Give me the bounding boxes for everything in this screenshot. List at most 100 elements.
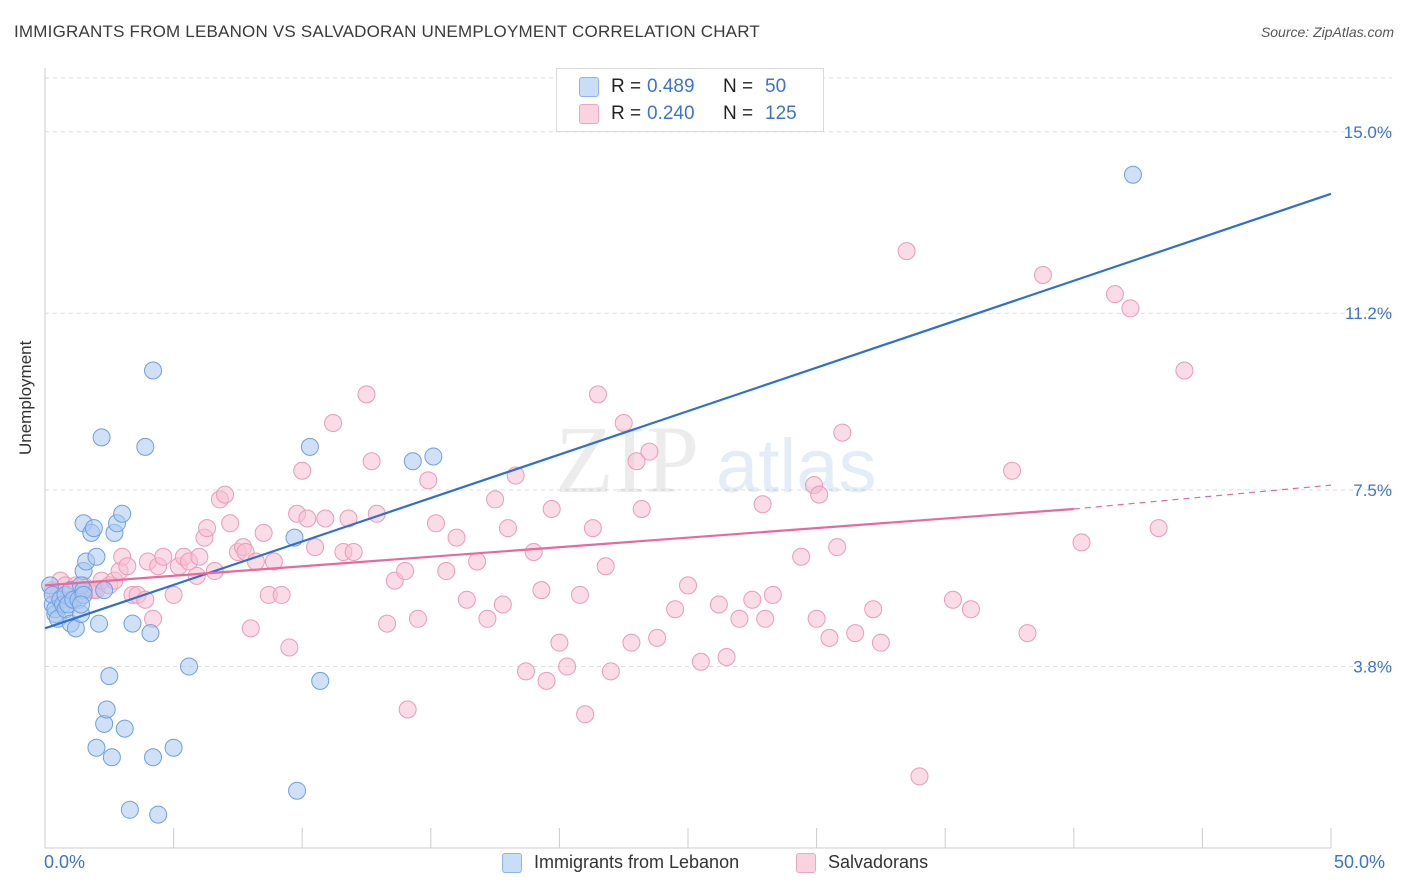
salvadoran-point (298, 509, 317, 528)
salvadoran-point (426, 514, 445, 533)
salvadoran-point (344, 542, 363, 561)
salvadorans-points (43, 242, 1194, 786)
salvadoran-point (1121, 299, 1140, 318)
lebanon-point (72, 595, 91, 614)
salvadoran-point (627, 452, 646, 471)
legend-r-value: 0.489 (647, 76, 695, 97)
salvadoran-point (583, 519, 602, 538)
legend-r-label: R = (611, 76, 642, 97)
trend-lines (44, 192, 1332, 630)
lebanon-point (123, 614, 142, 633)
salvadoran-point (316, 509, 335, 528)
salvadoran-point (478, 609, 497, 628)
salvadoran-point (828, 538, 847, 557)
salvadoran-point (1149, 519, 1168, 538)
salvadoran-point (743, 590, 762, 609)
lebanon-point (311, 671, 330, 690)
salvadoran-point (241, 619, 260, 638)
salvadoran-point (254, 523, 273, 542)
salvadoran-trend-extension (1073, 484, 1332, 510)
chart-title: IMMIGRANTS FROM LEBANON VS SALVADORAN UN… (14, 22, 760, 41)
correlation-legend: R = 0.489 N = 50 R = 0.240 N = 125 (556, 68, 824, 132)
lebanon-point (144, 361, 163, 380)
salvadoran-point (550, 633, 569, 652)
salvadoran-point (437, 562, 456, 581)
salvadoran-point (753, 495, 772, 514)
lebanon-point (180, 657, 199, 676)
salvadoran-point (378, 614, 397, 633)
lebanon-point (403, 452, 422, 471)
salvadoran-point (622, 633, 641, 652)
watermark: ZIP atlas (555, 406, 877, 513)
legend-swatch-lebanon (579, 77, 599, 97)
x-tick-min: 0.0% (44, 852, 86, 872)
salvadoran-point (164, 585, 183, 604)
lebanon-point (120, 800, 139, 819)
salvadoran-point (357, 385, 376, 404)
salvadoran-point (897, 242, 916, 261)
lebanon-point (1123, 165, 1142, 184)
lebanon-point (164, 738, 183, 757)
salvadoran-point (691, 652, 710, 671)
salvadoran-point (532, 581, 551, 600)
salvadoran-point (1018, 624, 1037, 643)
salvadoran-point (756, 609, 775, 628)
salvadoran-point (362, 452, 381, 471)
salvadoran-point (763, 585, 782, 604)
salvadoran-point (864, 600, 883, 619)
salvadoran-point (293, 461, 312, 480)
series-swatch-lebanon (502, 852, 522, 873)
lebanon-point (300, 437, 319, 456)
lebanon-trend-line (44, 192, 1332, 630)
salvadoran-point (1033, 266, 1052, 284)
salvadoran-point (961, 600, 980, 619)
salvadoran-point (614, 414, 633, 433)
salvadoran-trend-line (44, 507, 1074, 587)
y-tick-label: 3.8% (1353, 658, 1392, 677)
legend-n-value: 50 (765, 76, 787, 97)
legend-r-value: 0.240 (647, 103, 695, 124)
lebanon-point (100, 667, 119, 686)
lebanon-point (92, 428, 111, 447)
salvadoran-point (1072, 533, 1091, 552)
lebanon-point (424, 447, 443, 466)
legend-row-lebanon: R = 0.489 N = 50 (579, 75, 786, 99)
salvadoran-point (943, 590, 962, 609)
salvadoran-point (524, 542, 543, 561)
lebanon-point (144, 748, 163, 767)
salvadoran-point (396, 562, 415, 581)
legend-swatch-salvadorans (579, 104, 599, 124)
y-tick-labels: 3.8% 7.5% 11.2% 15.0% (1344, 123, 1392, 677)
salvadoran-point (468, 552, 487, 571)
lebanon-point (141, 624, 160, 643)
salvadoran-point (588, 385, 607, 404)
salvadoran-point (447, 528, 466, 547)
watermark-atlas: atlas (716, 424, 877, 509)
salvadoran-point (118, 557, 137, 576)
lebanon-point (84, 519, 103, 538)
salvadoran-point (709, 595, 728, 614)
salvadoran-point (1003, 461, 1022, 480)
salvadoran-point (910, 767, 929, 786)
lebanon-point (288, 781, 307, 800)
lebanon-point (95, 581, 114, 600)
salvadoran-point (1105, 285, 1124, 304)
salvadoran-point (306, 538, 325, 557)
legend-r-label: R = (611, 103, 642, 124)
salvadoran-point (679, 576, 697, 595)
legend-n-label: N = (723, 103, 754, 124)
y-tick-label: 7.5% (1353, 481, 1392, 500)
salvadoran-point (516, 662, 535, 681)
salvadoran-point (154, 547, 173, 566)
salvadoran-point (648, 628, 667, 647)
lebanon-point (136, 437, 155, 456)
salvadoran-point (272, 585, 291, 604)
salvadoran-point (457, 590, 476, 609)
salvadoran-point (576, 705, 595, 724)
axes (44, 68, 1332, 849)
salvadoran-point (339, 509, 358, 528)
salvadoran-point (324, 414, 343, 433)
salvadoran-point (542, 499, 561, 518)
salvadoran-point (846, 624, 865, 643)
legend-row-salvadorans: R = 0.240 N = 125 (579, 102, 797, 126)
